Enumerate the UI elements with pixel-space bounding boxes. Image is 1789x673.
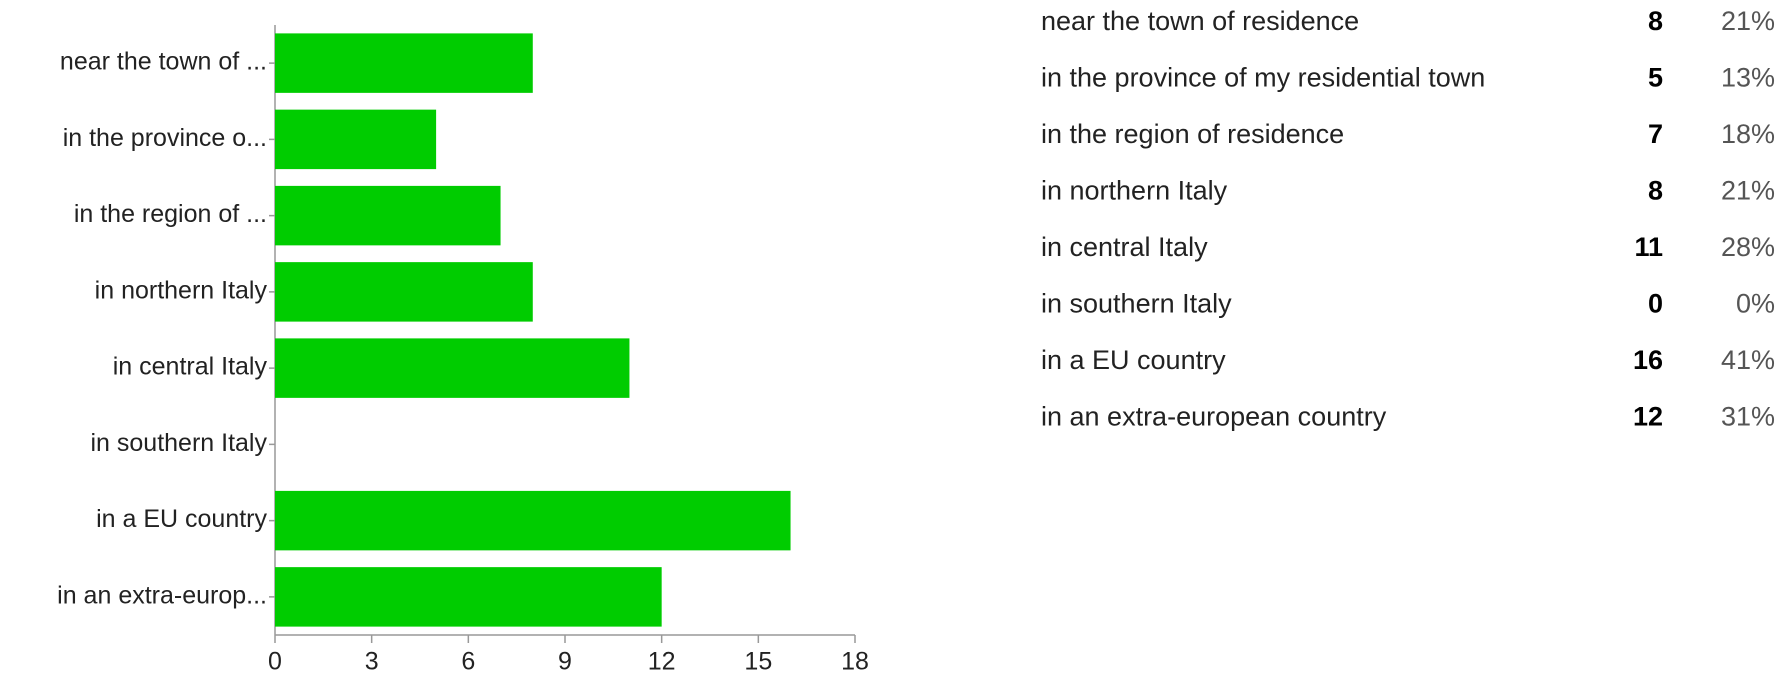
y-tick-label: in an extra-europ...	[57, 581, 267, 609]
y-tick-label: near the town of ...	[60, 48, 267, 76]
table-count: 5	[1648, 63, 1663, 93]
table-count: 8	[1648, 176, 1663, 206]
y-tick-label: in the region of ...	[74, 200, 267, 228]
table-percent: 21%	[1721, 176, 1775, 206]
bar	[275, 338, 630, 398]
x-tick-label: 15	[744, 648, 772, 673]
x-tick-label: 0	[268, 648, 282, 673]
table-label: in an extra-european country	[1041, 402, 1387, 432]
x-tick-label: 12	[648, 648, 676, 673]
y-tick-label: in the province o...	[63, 124, 267, 152]
y-tick-label: in a EU country	[96, 505, 267, 533]
table-percent: 13%	[1721, 63, 1775, 93]
table-label: in northern Italy	[1041, 176, 1228, 206]
table-percent: 41%	[1721, 345, 1775, 375]
x-tick-label: 18	[841, 648, 869, 673]
table-label: in central Italy	[1041, 232, 1208, 262]
bar	[275, 33, 533, 93]
table-percent: 21%	[1721, 6, 1775, 36]
table-count: 8	[1648, 6, 1663, 36]
x-tick-label: 9	[558, 648, 572, 673]
table-percent: 28%	[1721, 232, 1775, 262]
table-count: 7	[1648, 119, 1663, 149]
bar	[275, 185, 501, 246]
bar	[275, 567, 662, 627]
table-percent: 0%	[1736, 289, 1775, 319]
table-percent: 31%	[1721, 402, 1775, 432]
table-count: 16	[1633, 345, 1663, 375]
table-count: 12	[1633, 402, 1663, 432]
table-label: in the region of residence	[1041, 119, 1344, 149]
table-label: in the province of my residential town	[1041, 63, 1485, 93]
bar	[275, 109, 437, 170]
table-label: in a EU country	[1041, 345, 1226, 375]
table-label: near the town of residence	[1041, 6, 1359, 36]
bar	[275, 490, 791, 551]
table-label: in southern Italy	[1041, 289, 1232, 319]
bar	[275, 262, 533, 322]
table-count: 0	[1648, 289, 1663, 319]
table-count: 11	[1634, 232, 1663, 262]
y-tick-label: in southern Italy	[91, 429, 268, 457]
x-tick-label: 3	[365, 648, 379, 673]
y-tick-label: in northern Italy	[95, 276, 268, 304]
x-tick-label: 6	[461, 648, 475, 673]
table-percent: 18%	[1721, 119, 1775, 149]
y-tick-label: in central Italy	[113, 353, 268, 381]
